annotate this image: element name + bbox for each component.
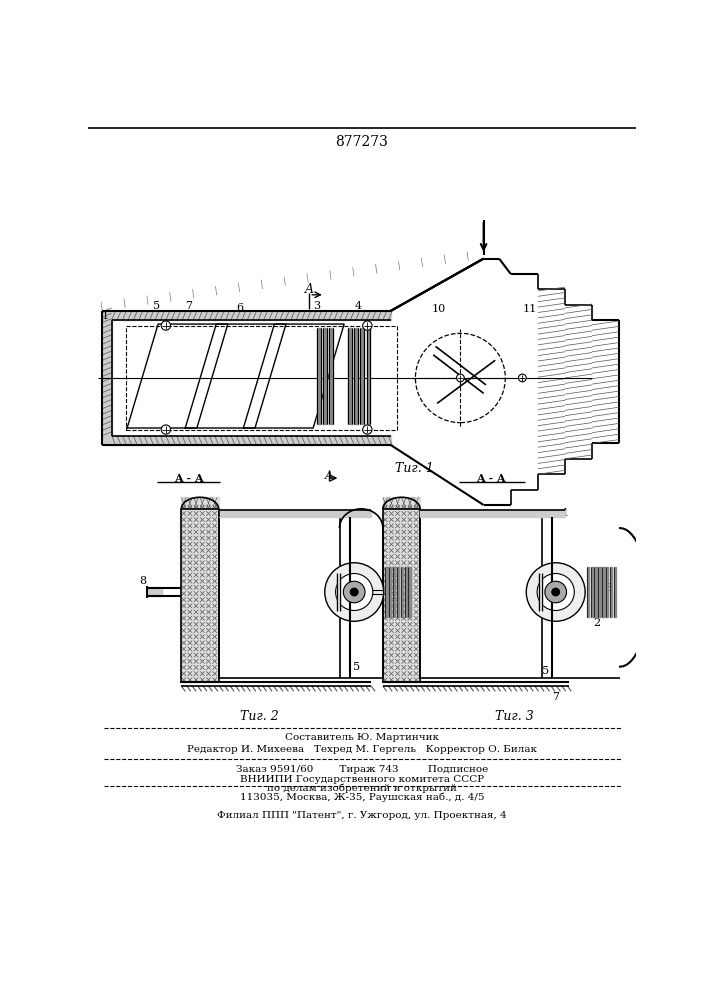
Polygon shape [218, 510, 371, 517]
Text: по делам изобретений и открытий: по делам изобретений и открытий [267, 784, 457, 793]
Polygon shape [218, 517, 340, 678]
Circle shape [344, 581, 365, 603]
Polygon shape [185, 324, 286, 428]
Text: 2: 2 [399, 614, 407, 624]
Text: 5: 5 [542, 666, 549, 676]
Polygon shape [367, 328, 370, 424]
Circle shape [526, 563, 585, 621]
Text: ВНИИПИ Государственного комитета СССР: ВНИИПИ Государственного комитета СССР [240, 775, 484, 784]
Polygon shape [337, 573, 340, 611]
Text: 6: 6 [360, 510, 367, 520]
Text: 8: 8 [139, 576, 146, 586]
Polygon shape [354, 328, 358, 424]
Polygon shape [590, 567, 593, 617]
Circle shape [351, 588, 358, 596]
Circle shape [457, 374, 464, 382]
Polygon shape [610, 567, 612, 617]
Polygon shape [348, 328, 352, 424]
Text: 113035, Москва, Ж-35, Раушская наб., д. 4/5: 113035, Москва, Ж-35, Раушская наб., д. … [240, 793, 484, 802]
Polygon shape [329, 328, 333, 424]
Polygon shape [539, 573, 542, 611]
Text: 3: 3 [313, 301, 320, 311]
Text: 9: 9 [324, 602, 331, 612]
Polygon shape [404, 567, 407, 617]
Text: 8: 8 [604, 583, 612, 593]
Polygon shape [323, 328, 327, 424]
Text: 4: 4 [354, 301, 362, 311]
Text: 877273: 877273 [336, 135, 388, 149]
Polygon shape [112, 436, 391, 445]
Circle shape [537, 574, 574, 610]
Polygon shape [420, 517, 542, 678]
Circle shape [161, 321, 170, 330]
Polygon shape [383, 497, 420, 509]
Polygon shape [606, 567, 609, 617]
Polygon shape [397, 567, 399, 617]
Polygon shape [127, 324, 228, 428]
Polygon shape [389, 567, 392, 617]
Circle shape [545, 581, 566, 603]
Text: 2: 2 [593, 618, 600, 628]
Text: 7: 7 [227, 510, 234, 520]
Polygon shape [182, 497, 218, 509]
Text: Составитель Ю. Мартинчик: Составитель Ю. Мартинчик [285, 733, 439, 742]
Text: 11: 11 [523, 304, 537, 314]
Circle shape [363, 425, 372, 434]
Text: 10: 10 [431, 304, 446, 314]
Polygon shape [385, 567, 387, 617]
Polygon shape [409, 567, 411, 617]
Polygon shape [614, 567, 616, 617]
Text: Заказ 9591/60        Тираж 743         Подписное: Заказ 9591/60 Тираж 743 Подписное [236, 765, 488, 774]
Polygon shape [420, 510, 565, 517]
Polygon shape [112, 311, 391, 320]
Polygon shape [146, 588, 162, 596]
Text: Филиал ППП "Патент", г. Ужгород, ул. Проектная, 4: Филиал ППП "Патент", г. Ужгород, ул. Про… [217, 811, 507, 820]
Text: A - A: A - A [175, 473, 204, 484]
Text: Τиг. 2: Τиг. 2 [240, 710, 279, 723]
Polygon shape [317, 328, 321, 424]
Text: 5: 5 [353, 662, 360, 672]
Polygon shape [393, 567, 395, 617]
Polygon shape [182, 509, 218, 682]
Text: Τиг. 1: Τиг. 1 [395, 462, 433, 475]
Circle shape [161, 425, 170, 434]
Text: A - A: A - A [477, 473, 506, 484]
Circle shape [552, 588, 559, 596]
Polygon shape [598, 567, 601, 617]
Text: 5: 5 [153, 301, 160, 311]
Polygon shape [103, 311, 112, 445]
Polygon shape [595, 567, 597, 617]
Polygon shape [243, 324, 344, 428]
Text: 4: 4 [525, 587, 532, 597]
Text: 7: 7 [186, 301, 192, 311]
Polygon shape [401, 567, 403, 617]
Text: 1: 1 [102, 311, 109, 321]
Circle shape [336, 574, 373, 610]
Polygon shape [383, 509, 420, 682]
Polygon shape [587, 567, 589, 617]
Circle shape [363, 321, 372, 330]
Polygon shape [602, 567, 604, 617]
Polygon shape [361, 328, 364, 424]
Circle shape [518, 374, 526, 382]
Bar [126, 326, 397, 430]
Text: Τиг. 3: Τиг. 3 [495, 710, 534, 723]
Text: 4: 4 [344, 510, 351, 520]
Text: 6: 6 [236, 303, 243, 313]
Text: A: A [305, 283, 314, 296]
Text: A: A [325, 471, 332, 481]
Text: Редактор И. Михеева   Техред М. Гергель   Корректор О. Билак: Редактор И. Михеева Техред М. Гергель Ко… [187, 745, 537, 754]
Circle shape [325, 563, 384, 621]
Text: 7: 7 [552, 692, 559, 702]
Text: 1: 1 [561, 508, 568, 518]
